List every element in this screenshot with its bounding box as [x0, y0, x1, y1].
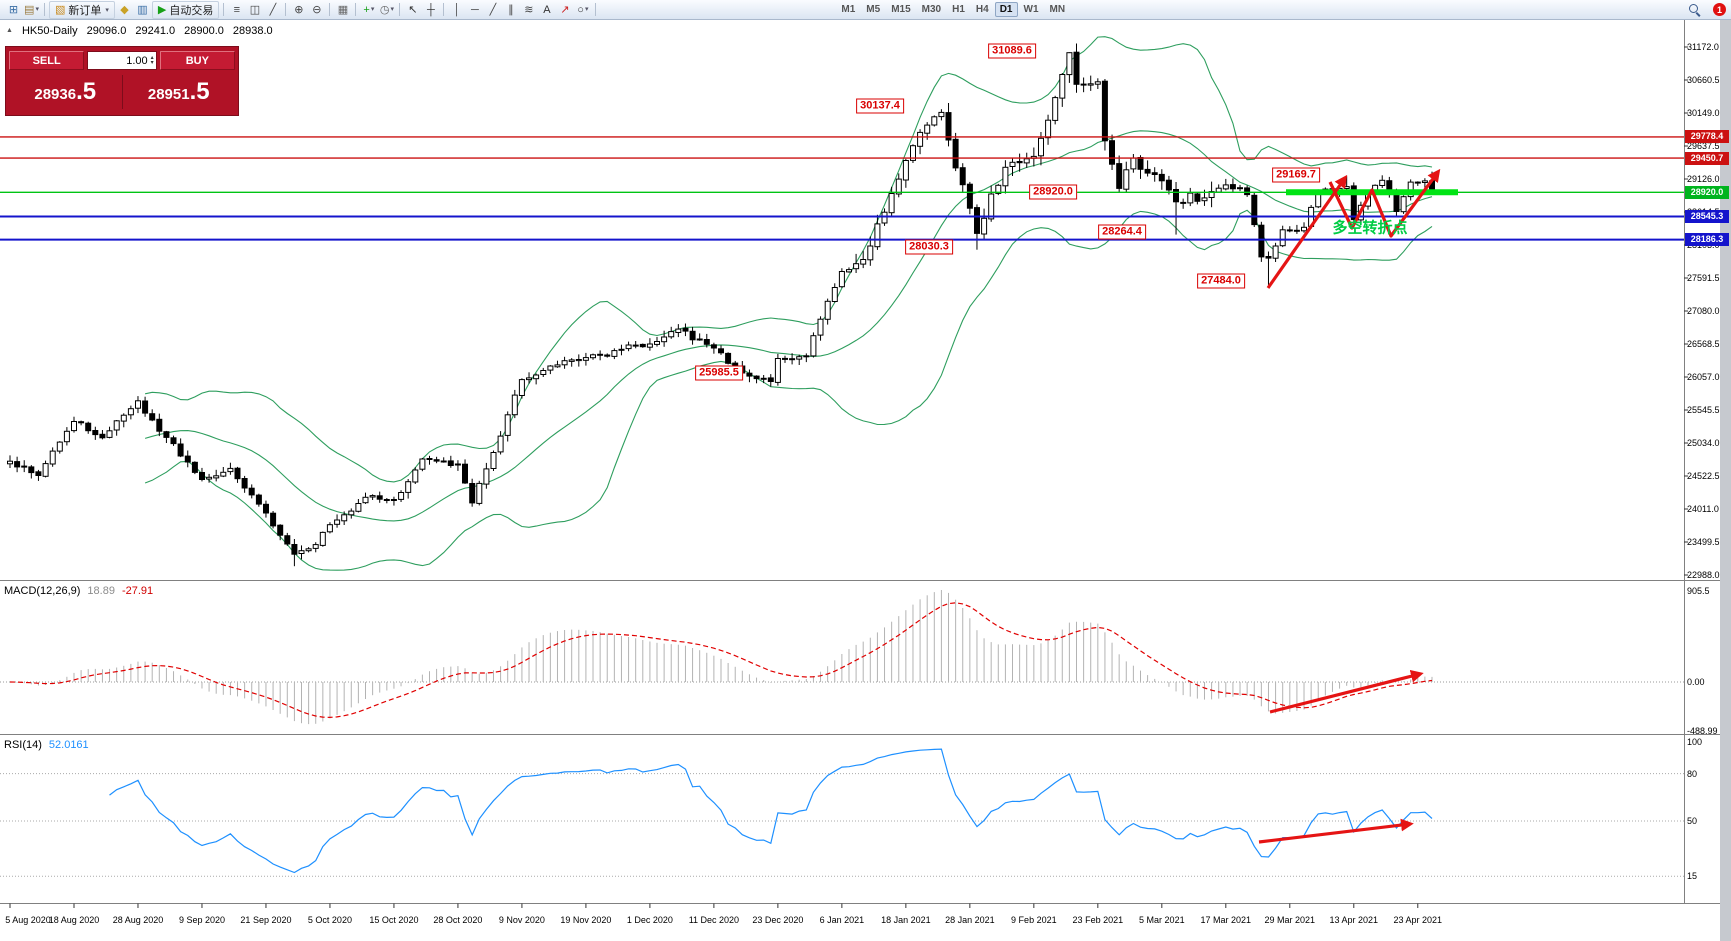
spinner-up-icon[interactable]: ▴ — [150, 54, 154, 61]
new-order-button[interactable]: ▧ 新订单 ▾ — [49, 0, 115, 19]
toolbar-separator — [329, 3, 331, 16]
toolbar-separator — [595, 3, 597, 16]
market-watch-icon[interactable]: ◆ — [120, 3, 129, 16]
toolbar-separator — [399, 3, 401, 16]
macd-trend-arrow[interactable] — [1269, 669, 1424, 714]
toolbar-separator — [44, 3, 45, 16]
ohlc-high: 29241.0 — [135, 25, 176, 37]
toolbar-separator — [223, 3, 225, 16]
timeframe-m5[interactable]: M5 — [866, 4, 881, 15]
ohlc-close: 28938.0 — [232, 25, 273, 37]
timeframe-m30[interactable]: M30 — [921, 4, 942, 15]
play-icon: ▶ — [157, 4, 167, 16]
toolbar-group-objects: ↖ ┼ │ ─ ╱ ∥ ≋ A ↗ ○ ▾ — [404, 2, 599, 18]
symbol-header: ▲ HK50-Daily 29096.0 29241.0 28900.0 289… — [6, 25, 273, 37]
timeframe-h4[interactable]: H4 — [975, 4, 989, 15]
new-chart-icon[interactable]: ⊞ — [8, 3, 19, 16]
timeframe-d1[interactable]: D1 — [994, 2, 1018, 17]
tile-windows-icon[interactable]: ▦ — [337, 3, 349, 16]
data-window-icon[interactable]: ▥ — [137, 3, 148, 16]
chevron-down-icon: ▾ — [370, 5, 375, 13]
buy-price[interactable]: 28951.5 — [147, 77, 210, 105]
new-order-label: 新订单 — [68, 4, 102, 17]
auto-trading-label: 自动交易 — [169, 4, 214, 17]
macd-signal-value: -27.91 — [121, 585, 154, 597]
zoom-in-icon[interactable]: ⊕ — [294, 3, 304, 16]
line-chart-icon[interactable]: ╱ — [269, 3, 277, 16]
notification-badge[interactable]: 1 — [1713, 3, 1726, 16]
price-divider — [121, 74, 123, 109]
toolbar: ⊞ ▤ ▾ ▧ 新订单 ▾ ◆ ▥ ▶ 自动交易 ≡ ◫ ╱ ⊕ ⊖ ▦ + ▾ ◷ ▾ ↖ ┼ │ ─ ╱ ∥ ≋… — [0, 0, 1731, 20]
toolbar-separator — [285, 3, 287, 16]
timeframe-mn[interactable]: MN — [1049, 4, 1066, 15]
bar-chart-icon[interactable]: ≡ — [233, 3, 241, 16]
chevron-down-icon: ▾ — [105, 6, 109, 14]
text-icon[interactable]: A — [543, 3, 551, 16]
spinner-down-icon[interactable]: ▾ — [150, 59, 154, 66]
ohlc-open: 29096.0 — [86, 25, 127, 37]
toolbar-group-charts: ⊞ ▤ ▾ — [5, 2, 48, 18]
sell-button[interactable]: SELL — [9, 51, 85, 70]
rally-arrow[interactable] — [1266, 174, 1348, 289]
arrow-icon[interactable]: ↗ — [560, 3, 570, 16]
auto-trading-button[interactable]: ▶ 自动交易 — [151, 0, 220, 19]
macd-indicator-label: MACD(12,26,9) 18.89 -27.91 — [4, 585, 153, 597]
shapes-icon[interactable]: ○ ▾ — [577, 3, 589, 16]
buy-button[interactable]: BUY — [159, 51, 235, 70]
zoom-out-icon[interactable]: ⊖ — [312, 3, 322, 16]
candlestick-icon[interactable]: ◫ — [249, 3, 261, 16]
new-order-icon: ▧ — [55, 4, 66, 16]
symbol-name: HK50-Daily — [21, 25, 78, 37]
toolbar-group-timeframes: M1 M5 M15 M30 H1 H4 D1 W1 MN — [836, 2, 1070, 17]
zigzag-arrow[interactable] — [1328, 168, 1441, 238]
trade-panel-prices: 28936.5 28951.5 — [9, 71, 235, 112]
toolbar-group-windows: ◆ ▥ — [116, 2, 151, 18]
timeframe-w1[interactable]: W1 — [1023, 4, 1039, 15]
volume-field[interactable]: 1.00 ▴ ▾ — [87, 51, 157, 70]
timeframe-m1[interactable]: M1 — [841, 4, 856, 15]
chevron-down-icon: ▾ — [390, 5, 394, 13]
trade-panel-top: SELL 1.00 ▴ ▾ BUY — [9, 50, 235, 71]
fibonacci-icon[interactable]: ≋ — [524, 3, 534, 16]
channel-icon[interactable]: ∥ — [508, 3, 514, 16]
chevron-down-icon: ▾ — [584, 5, 589, 13]
trendline-icon[interactable]: ╱ — [489, 3, 497, 16]
ohlc-low: 28900.0 — [184, 25, 224, 37]
vertical-line-icon[interactable]: │ — [453, 3, 461, 16]
one-click-trading-panel: SELL 1.00 ▴ ▾ BUY 28936.5 28951.5 — [5, 46, 239, 116]
rsi-value: 52.0161 — [48, 739, 89, 751]
templates-icon[interactable]: ◷ ▾ — [379, 3, 394, 16]
cursor-icon[interactable]: ↖ — [408, 3, 418, 16]
toolbar-group-view: ≡ ◫ ╱ ⊕ ⊖ ▦ + ▾ ◷ ▾ — [220, 2, 403, 18]
toolbar-separator — [355, 3, 357, 16]
indicators-icon[interactable]: + ▾ — [363, 3, 375, 16]
timeframe-m15[interactable]: M15 — [891, 4, 911, 15]
horizontal-line-icon[interactable]: ─ — [470, 3, 479, 16]
rsi-indicator-label: RSI(14) 52.0161 — [4, 739, 89, 751]
sell-price[interactable]: 28936.5 — [34, 77, 97, 105]
rsi-name: RSI(14) — [4, 739, 42, 751]
macd-main-value: 18.89 — [87, 585, 115, 597]
timeframe-h1[interactable]: H1 — [952, 4, 965, 15]
volume-value: 1.00 — [126, 54, 148, 67]
rsi-trend-arrow[interactable] — [1258, 818, 1414, 844]
crosshair-icon[interactable]: ┼ — [426, 3, 435, 16]
search-icon[interactable] — [1689, 3, 1702, 16]
window-edge-strip — [1720, 20, 1731, 941]
triangle-icon: ▲ — [6, 27, 13, 34]
chevron-down-icon: ▾ — [35, 5, 39, 13]
volume-spinner[interactable]: ▴ ▾ — [150, 54, 154, 66]
profiles-icon[interactable]: ▤ ▾ — [24, 3, 39, 16]
toolbar-separator — [443, 3, 445, 16]
macd-name: MACD(12,26,9) — [4, 585, 81, 597]
